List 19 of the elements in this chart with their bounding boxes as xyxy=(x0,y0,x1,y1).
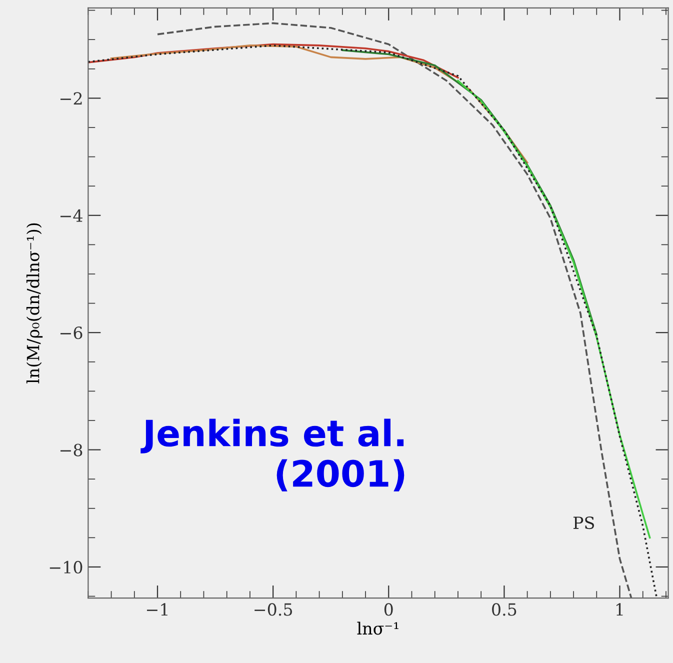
x-axis-title: lnσ⁻¹ xyxy=(357,622,398,635)
line-series xyxy=(88,44,658,598)
line-series xyxy=(457,80,651,539)
x-tick-label: 0 xyxy=(384,603,393,616)
y-tick-label: −4 xyxy=(60,209,82,222)
y-tick-label: −8 xyxy=(60,444,82,456)
line-series xyxy=(341,49,598,336)
y-tick-label: −10 xyxy=(50,560,82,574)
x-tick-label: −0.5 xyxy=(254,603,292,616)
x-tick-label: −1 xyxy=(146,603,168,616)
annotation: Jenkins et al. (2001) xyxy=(140,418,404,492)
line-series xyxy=(88,43,459,79)
line-series xyxy=(110,44,528,164)
x-tick-label: 0.5 xyxy=(492,603,516,616)
x-tick-label: 1 xyxy=(616,603,623,616)
y-tick-label: −6 xyxy=(60,326,82,340)
y-axis-title: ln(M/ρ₀(dn/dlnσ⁻¹)) xyxy=(26,223,43,384)
y-tick-label: −2 xyxy=(60,92,82,105)
annotation: PS xyxy=(573,516,594,530)
